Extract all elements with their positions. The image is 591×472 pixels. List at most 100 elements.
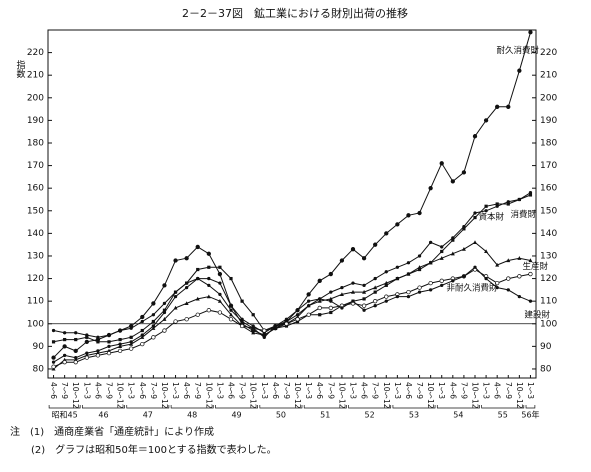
year-label: 51 [320, 411, 330, 420]
data-point [318, 313, 322, 317]
x-tick-label: 10〜12 [426, 382, 435, 409]
year-label: 46 [98, 411, 108, 420]
data-point [62, 360, 67, 365]
data-point [428, 280, 433, 286]
x-tick-label: 4〜6 [315, 382, 324, 399]
data-point [262, 328, 267, 333]
data-point [218, 265, 222, 269]
x-tick-label: 1〜3 [260, 382, 269, 399]
data-point [384, 270, 388, 274]
data-point [151, 313, 156, 317]
y-tick-label: 80 [540, 364, 552, 374]
data-point [173, 290, 178, 294]
year-bracket [259, 405, 303, 409]
data-point [340, 285, 344, 290]
series-line [53, 241, 531, 370]
x-tick-label: 4〜6 [271, 382, 280, 399]
data-point [517, 68, 522, 73]
x-tick-label: 10〜12 [471, 382, 480, 409]
data-point [162, 328, 167, 333]
data-point [484, 209, 488, 213]
data-point [151, 326, 156, 330]
data-point [506, 288, 510, 292]
x-tick-label: 10〜12 [515, 382, 524, 409]
data-point [495, 104, 500, 109]
data-point [106, 350, 112, 356]
chart-title: 2－2－37図 鉱工業における財別出荷の推移 [182, 6, 408, 20]
data-point [340, 306, 344, 310]
data-point [528, 193, 533, 197]
data-point [517, 197, 521, 202]
data-point [195, 244, 200, 250]
year-label: 昭和45 [52, 411, 78, 420]
y-axis-label: 指数 [15, 59, 26, 79]
x-tick-label: 7〜9 [238, 382, 247, 399]
x-tick-label: 7〜9 [504, 382, 513, 399]
data-point [173, 258, 178, 263]
data-point [328, 271, 333, 277]
data-point [406, 261, 411, 265]
data-point [451, 238, 455, 242]
data-point [118, 344, 123, 348]
data-point [196, 267, 200, 272]
data-point [196, 276, 200, 281]
year-label: 50 [276, 411, 286, 420]
data-point [207, 265, 211, 269]
data-point [129, 326, 133, 330]
y-tick-label: 90 [33, 342, 45, 352]
x-tick-label: 4〜6 [138, 382, 147, 399]
y-tick-label: 190 [540, 116, 557, 126]
series-label: 消費財 [510, 209, 536, 220]
data-point [395, 265, 400, 269]
data-point [184, 281, 189, 285]
x-tick-label: 7〜9 [60, 382, 69, 399]
x-tick-label: 7〜9 [149, 382, 158, 399]
y-tick-label: 120 [27, 274, 44, 284]
y-tick-label: 190 [27, 116, 44, 126]
data-point [51, 364, 56, 369]
data-point [484, 249, 489, 254]
data-point [318, 297, 322, 301]
data-point [384, 294, 389, 299]
data-point [483, 118, 489, 123]
data-point [229, 276, 233, 281]
x-tick-label: 7〜9 [282, 382, 291, 399]
year-bracket [126, 405, 170, 409]
data-point [184, 256, 189, 261]
data-point [317, 305, 322, 311]
data-point [140, 328, 144, 333]
x-tick-label: 1〜3 [482, 382, 491, 399]
y-tick-label: 180 [27, 138, 44, 148]
data-point [62, 331, 67, 335]
data-point [440, 283, 444, 288]
year-bracket [82, 405, 125, 409]
data-point [373, 285, 378, 290]
data-point [339, 258, 345, 263]
data-point [406, 271, 411, 276]
x-tick-label: 4〜6 [404, 382, 413, 399]
data-point [207, 276, 211, 281]
data-point [184, 317, 189, 322]
data-point [295, 319, 300, 324]
data-point [217, 271, 223, 277]
data-point [495, 285, 499, 290]
data-point [228, 317, 234, 322]
x-tick-label: 10〜12 [71, 382, 80, 409]
data-point [373, 242, 378, 247]
data-point [273, 324, 278, 328]
data-point [351, 289, 355, 294]
x-tick-label: 1〜3 [127, 382, 136, 399]
data-point [351, 299, 355, 303]
data-point [362, 283, 366, 288]
data-point [173, 305, 178, 310]
note: (2) グラフは昭和50年＝100とする指数で表わした。 [31, 443, 277, 456]
y-tick-label: 210 [27, 71, 44, 81]
data-point [129, 346, 134, 351]
data-point [51, 360, 56, 364]
data-point [439, 278, 444, 283]
y-tick-label: 130 [27, 251, 44, 261]
data-point [284, 324, 289, 328]
data-point [484, 204, 488, 208]
data-point [295, 317, 300, 322]
